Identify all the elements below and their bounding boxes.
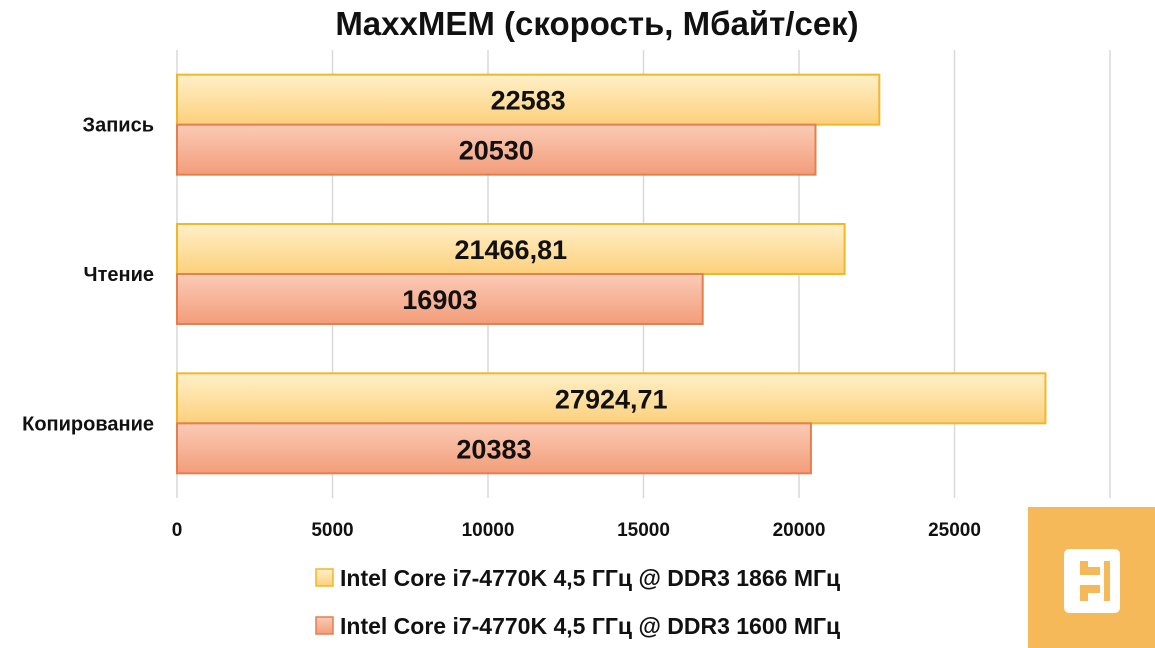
legend-label: Intel Core i7-4770K 4,5 ГГц @ DDR3 1600 … <box>340 613 840 639</box>
bar <box>176 372 1047 425</box>
bar <box>176 422 812 475</box>
legend-label: Intel Core i7-4770K 4,5 ГГц @ DDR3 1866 … <box>340 565 840 591</box>
watermark-logo <box>1028 507 1155 648</box>
data-label: 16903 <box>402 285 477 315</box>
data-label: 27924,71 <box>555 384 668 414</box>
data-label: 21466,81 <box>454 235 567 265</box>
x-tick-label: 0 <box>172 520 183 541</box>
data-label: 20383 <box>456 434 531 464</box>
x-tick-label: 5000 <box>311 520 353 541</box>
legend-swatch <box>315 616 334 635</box>
x-tick-label: 10000 <box>462 520 515 541</box>
legend-swatch <box>315 568 334 587</box>
data-label: 22583 <box>491 86 566 116</box>
bars: 22583 20530 21466,81 16903 27924,71 20383 <box>176 73 1047 475</box>
bar <box>176 223 846 275</box>
category-label: Копирование <box>22 413 154 435</box>
bar <box>176 123 817 176</box>
data-label: 20530 <box>459 136 534 166</box>
x-tick-label: 25000 <box>928 520 981 541</box>
x-tick-label: 20000 <box>773 520 826 541</box>
legend: Intel Core i7-4770K 4,5 ГГц @ DDR3 1866 … <box>315 565 840 639</box>
category-labels: Запись Чтение Копирование <box>22 115 154 436</box>
logo-icon <box>1064 549 1120 613</box>
bar <box>176 273 704 325</box>
category-label: Чтение <box>84 264 154 286</box>
x-tick-label: 15000 <box>617 520 670 541</box>
x-tick-labels: 050001000015000200002500030000 <box>172 520 1137 541</box>
category-label: Запись <box>83 115 154 137</box>
chart-title: MaxxMEM (скорость, Мбайт/сек) <box>335 5 858 42</box>
